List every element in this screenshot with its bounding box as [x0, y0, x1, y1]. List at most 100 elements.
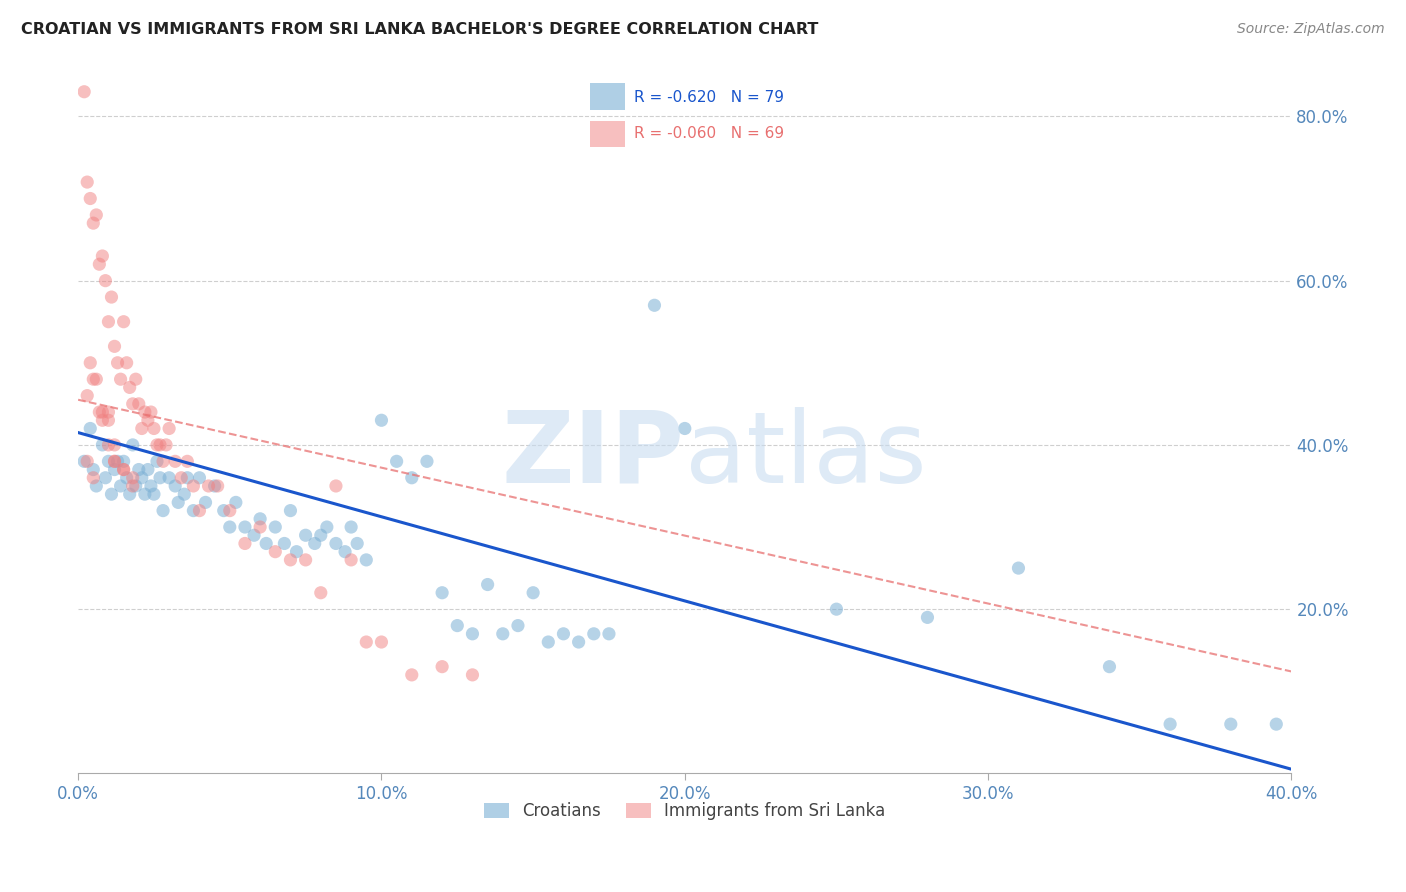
Point: [346, 536, 368, 550]
Point: [309, 586, 332, 600]
Point: [188, 471, 211, 485]
Point: [131, 471, 153, 485]
Point: [89, 405, 111, 419]
Point: [121, 438, 143, 452]
Point: [112, 454, 135, 468]
Point: [673, 421, 696, 435]
Point: [94, 274, 117, 288]
Point: [430, 659, 453, 673]
Point: [461, 668, 484, 682]
Point: [553, 627, 575, 641]
Point: [103, 454, 125, 468]
Point: [146, 438, 169, 452]
Point: [294, 528, 316, 542]
Point: [243, 528, 266, 542]
Point: [212, 503, 235, 517]
Point: [110, 372, 132, 386]
Point: [416, 454, 439, 468]
Point: [136, 413, 159, 427]
Point: [568, 635, 591, 649]
Point: [142, 487, 165, 501]
Point: [103, 438, 125, 452]
Point: [254, 536, 277, 550]
Point: [89, 257, 111, 271]
Point: [155, 438, 177, 452]
Point: [152, 503, 174, 517]
Point: [97, 315, 120, 329]
Point: [76, 389, 98, 403]
Point: [356, 553, 378, 567]
Point: [82, 462, 104, 476]
Point: [121, 479, 143, 493]
Point: [492, 627, 515, 641]
Point: [125, 479, 148, 493]
Point: [285, 544, 308, 558]
Point: [176, 471, 198, 485]
Point: [79, 356, 101, 370]
Point: [170, 471, 193, 485]
Legend: Croatians, Immigrants from Sri Lanka: Croatians, Immigrants from Sri Lanka: [477, 795, 893, 827]
Point: [110, 479, 132, 493]
Point: [125, 372, 148, 386]
Point: [112, 462, 135, 476]
Text: atlas: atlas: [685, 407, 927, 504]
Point: [121, 397, 143, 411]
Point: [107, 454, 129, 468]
Point: [100, 290, 122, 304]
Point: [249, 512, 271, 526]
Point: [115, 471, 138, 485]
Point: [233, 520, 256, 534]
Point: [142, 421, 165, 435]
Point: [118, 487, 141, 501]
Point: [149, 471, 172, 485]
Point: [218, 520, 240, 534]
Point: [97, 405, 120, 419]
Point: [225, 495, 247, 509]
Point: [152, 454, 174, 468]
Text: ZIP: ZIP: [502, 407, 685, 504]
Point: [264, 520, 287, 534]
Point: [340, 553, 363, 567]
Point: [194, 495, 217, 509]
Point: [325, 479, 347, 493]
Point: [446, 618, 468, 632]
Point: [79, 192, 101, 206]
Point: [128, 462, 150, 476]
Point: [506, 618, 529, 632]
Point: [825, 602, 848, 616]
Point: [86, 372, 108, 386]
Point: [86, 479, 108, 493]
Point: [91, 413, 114, 427]
Point: [146, 454, 169, 468]
Point: [97, 438, 120, 452]
Point: [76, 454, 98, 468]
Point: [598, 627, 620, 641]
Point: [82, 372, 104, 386]
Point: [183, 503, 205, 517]
Point: [461, 627, 484, 641]
Point: [91, 405, 114, 419]
Point: [401, 668, 423, 682]
Point: [157, 471, 180, 485]
Point: [118, 380, 141, 394]
Point: [430, 586, 453, 600]
Point: [197, 479, 219, 493]
Point: [115, 356, 138, 370]
Point: [91, 438, 114, 452]
Point: [218, 503, 240, 517]
Point: [97, 413, 120, 427]
Point: [294, 553, 316, 567]
Point: [1219, 717, 1241, 731]
Point: [356, 635, 378, 649]
Point: [149, 438, 172, 452]
Point: [91, 249, 114, 263]
Point: [325, 536, 347, 550]
Point: [280, 503, 302, 517]
Point: [370, 413, 392, 427]
Point: [917, 610, 939, 624]
Point: [112, 315, 135, 329]
Text: CROATIAN VS IMMIGRANTS FROM SRI LANKA BACHELOR'S DEGREE CORRELATION CHART: CROATIAN VS IMMIGRANTS FROM SRI LANKA BA…: [21, 22, 818, 37]
Point: [333, 544, 356, 558]
Point: [643, 298, 665, 312]
Point: [112, 462, 135, 476]
